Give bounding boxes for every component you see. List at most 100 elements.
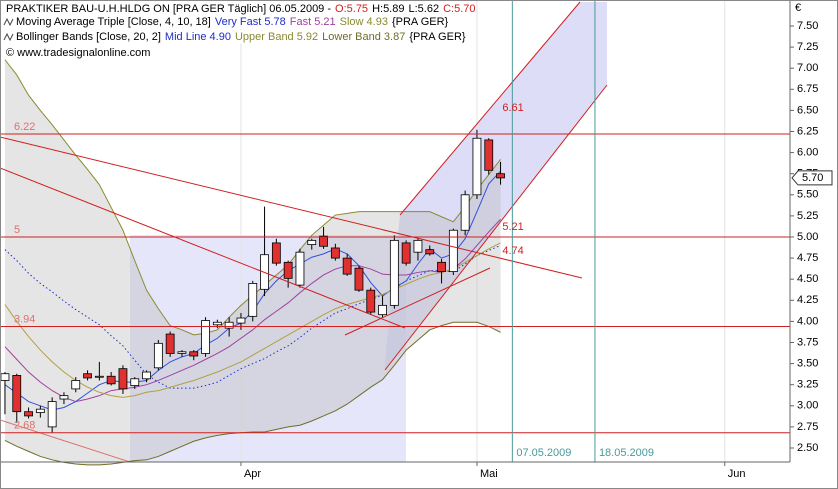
y-tick-label: 6.75	[797, 83, 818, 95]
legend-icon	[3, 32, 14, 42]
candle-body	[472, 137, 482, 196]
annotation: 4.74	[502, 245, 523, 257]
legend-bg	[2, 15, 450, 29]
last-price-label: 5.70	[802, 172, 823, 184]
candle-body	[35, 408, 45, 413]
y-tick-label: 7.00	[797, 62, 818, 74]
y-tick-label: 7.50	[797, 20, 818, 32]
y-tick-label: 4.00	[797, 315, 818, 327]
candle-body	[460, 194, 470, 231]
y-tick-label: 3.25	[797, 379, 818, 391]
candle-body	[0, 373, 10, 381]
date-label: 07.05.2009	[516, 447, 571, 459]
annotation: 5.21	[502, 221, 523, 233]
candle-body	[201, 320, 210, 354]
candle-body	[12, 375, 22, 413]
candle-body	[342, 257, 352, 275]
level-label: 3.94	[14, 313, 35, 325]
legend-entry: Moving Average Triple [Close, 4, 10, 18]	[16, 16, 211, 28]
level-label: 6.22	[14, 121, 35, 133]
trend-line	[0, 419, 131, 463]
legend-entry: Lower Band 3.87	[322, 31, 405, 43]
last-price-box	[791, 170, 833, 186]
candle-body	[165, 333, 175, 354]
y-tick-label: 7.25	[797, 41, 818, 53]
candle-body	[236, 317, 246, 324]
channel-lower	[384, 84, 608, 371]
candle-body	[189, 351, 199, 357]
ohlc: H:5.89	[372, 3, 404, 15]
candle-body	[378, 304, 387, 316]
candle-body	[106, 375, 116, 385]
y-tick-label: 6.25	[797, 125, 818, 137]
level-label: 2.68	[14, 420, 35, 432]
x-tick-label: Mai	[480, 468, 498, 480]
header-bg	[2, 2, 470, 16]
header-title: PRAKTIKER BAU-U.H.HLDG ON [PRA GER Tägli…	[6, 3, 476, 15]
series-line	[4, 244, 501, 389]
candle-body	[271, 242, 281, 264]
y-tick-label: 5.25	[797, 210, 818, 222]
candle-body	[83, 373, 92, 379]
y-tick-label: 4.50	[797, 273, 818, 285]
series-line	[4, 321, 501, 466]
x-tick-label: Apr	[244, 468, 261, 480]
candle-body	[59, 395, 69, 400]
ohlc: O:5.75	[335, 3, 368, 15]
candle-body	[248, 283, 258, 317]
y-tick-label: 2.75	[797, 421, 818, 433]
legend-line: Bollinger Bands [Close, 20, 2] Mid Line 4…	[16, 31, 466, 43]
currency: €	[795, 2, 801, 14]
candle-body	[330, 247, 340, 259]
candle-body	[47, 401, 57, 428]
candle-body	[425, 249, 435, 255]
legend-entry: Upper Band 5.92	[235, 31, 318, 43]
y-tick-label: 2.50	[797, 442, 818, 454]
candle-body	[437, 261, 446, 272]
candle-body	[283, 261, 293, 279]
header: PRAKTIKER BAU-U.H.HLDG ON [PRA GER Tägli…	[2, 2, 476, 59]
legend-entry: Mid Line 4.90	[165, 31, 231, 43]
date-label: 18.05.2009	[599, 447, 654, 459]
y-tick-label: 4.75	[797, 252, 818, 264]
level-label: 5	[14, 224, 20, 236]
y-tick-label: 5.50	[797, 189, 818, 201]
candle-body	[354, 267, 364, 291]
y-tick-label: 3.00	[797, 400, 818, 412]
legend-entry: {PRA GER}	[392, 16, 449, 28]
title: PRAKTIKER BAU-U.H.HLDG ON [PRA GER Tägli…	[6, 3, 331, 15]
copyright: © www.tradesignalonline.com	[6, 47, 150, 59]
y-tick-label: 4.25	[797, 294, 818, 306]
trend-line	[0, 136, 583, 279]
legend-entry: Very Fast 5.78	[215, 16, 286, 28]
candle-body	[177, 351, 187, 354]
legend-entry: Fast 5.21	[290, 16, 336, 28]
channel-upper	[399, 1, 581, 216]
band-fill	[4, 59, 501, 465]
candle-body	[71, 380, 81, 390]
trend-lines: 6.22 5 3.94 2.68 07.05.2009 18.05.2009 6.61 5.2…	[0, 0, 790, 463]
candle-body	[366, 289, 376, 313]
axis-bg	[790, 0, 838, 489]
series-line	[4, 218, 501, 403]
legend-entry: Slow 4.93	[340, 16, 388, 28]
candle-body	[319, 235, 328, 247]
candle-body	[389, 239, 399, 306]
ohlc: C:5.70	[443, 3, 475, 15]
candle-body	[401, 242, 411, 264]
trend-channel	[385, 2, 607, 370]
annotation: 6.61	[502, 102, 523, 114]
y-tick-label: 5.00	[797, 231, 818, 243]
candle-body	[413, 239, 423, 253]
candle-body	[212, 321, 222, 326]
ohlc: L:5.62	[408, 3, 439, 15]
candle-body	[130, 378, 140, 386]
candle-body	[224, 321, 234, 329]
candle-body	[484, 139, 494, 171]
candle-body	[118, 368, 128, 390]
legend-bg	[2, 30, 450, 44]
candle-body	[94, 375, 104, 378]
legend-entry: Bollinger Bands [Close, 20, 2]	[16, 31, 161, 43]
